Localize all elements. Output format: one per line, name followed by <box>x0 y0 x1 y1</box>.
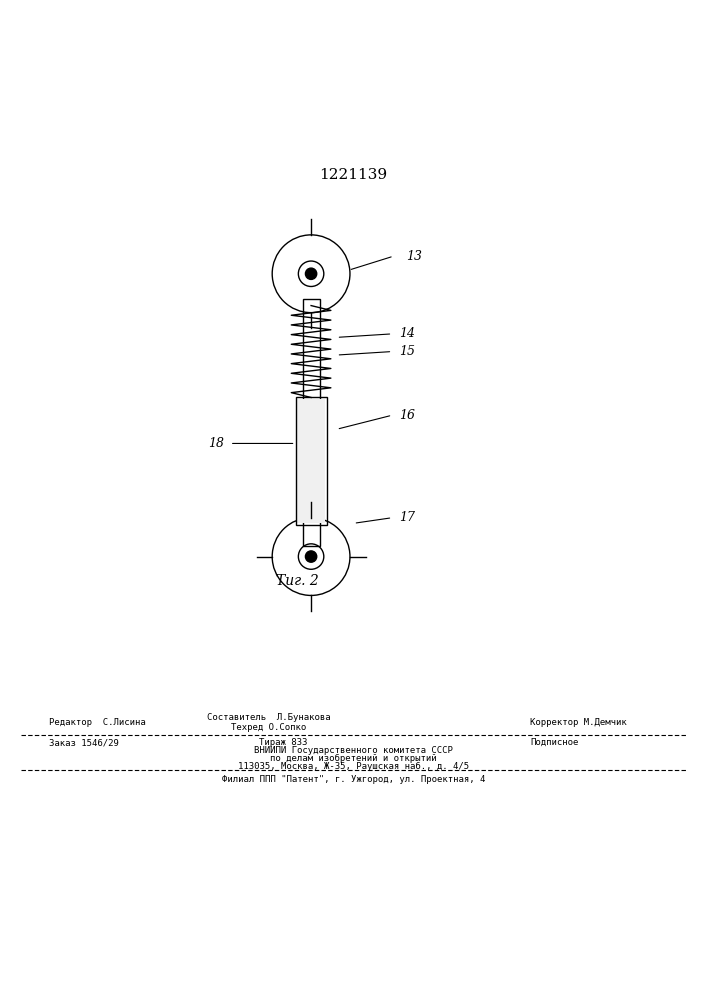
Text: 16: 16 <box>399 409 416 422</box>
Text: Τиг. 2: Τиг. 2 <box>276 574 318 588</box>
Bar <box>303 299 320 546</box>
Text: Редактор  С.Лисина: Редактор С.Лисина <box>49 718 146 727</box>
Text: ВНИИПИ Государственного комитета СССР: ВНИИПИ Государственного комитета СССР <box>254 746 453 755</box>
Text: 113035, Москва, Ж-35, Раушская наб., д. 4/5: 113035, Москва, Ж-35, Раушская наб., д. … <box>238 762 469 771</box>
Bar <box>296 397 327 525</box>
Text: Заказ 1546/29: Заказ 1546/29 <box>49 738 119 747</box>
Text: Филиал ППП "Патент", г. Ужгород, ул. Проектная, 4: Филиал ППП "Патент", г. Ужгород, ул. Про… <box>222 775 485 784</box>
Text: Техред О.Сопко: Техред О.Сопко <box>231 723 306 732</box>
Text: 15: 15 <box>399 345 416 358</box>
Circle shape <box>305 268 317 279</box>
Text: Корректор М.Демчик: Корректор М.Демчик <box>530 718 627 727</box>
Text: Подписное: Подписное <box>530 738 578 747</box>
Text: по делам изобретений и открытий: по делам изобретений и открытий <box>270 754 437 763</box>
Text: 13: 13 <box>407 250 423 263</box>
Circle shape <box>305 551 317 562</box>
Bar <box>297 399 325 523</box>
Text: 17: 17 <box>399 511 416 524</box>
Text: Составитель  Л.Бунакова: Составитель Л.Бунакова <box>207 713 330 722</box>
Text: 1221139: 1221139 <box>320 168 387 182</box>
Text: 18: 18 <box>209 437 225 450</box>
Text: 14: 14 <box>399 327 416 340</box>
Text: Тираж 833: Тираж 833 <box>259 738 307 747</box>
